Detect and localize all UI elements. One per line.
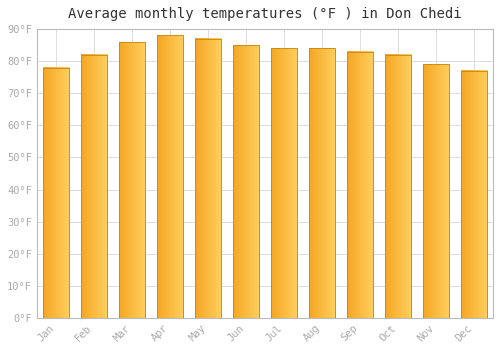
Bar <box>118 42 145 318</box>
Title: Average monthly temperatures (°F ) in Don Chedi: Average monthly temperatures (°F ) in Do… <box>68 7 462 21</box>
Bar <box>384 55 411 318</box>
Bar <box>156 35 183 318</box>
Bar <box>422 64 450 318</box>
Bar <box>346 51 374 318</box>
Bar <box>80 55 107 318</box>
Bar <box>232 45 259 318</box>
Bar <box>194 39 221 318</box>
Bar <box>460 71 487 318</box>
Bar <box>42 68 69 318</box>
Bar <box>308 48 336 318</box>
Bar <box>270 48 297 318</box>
